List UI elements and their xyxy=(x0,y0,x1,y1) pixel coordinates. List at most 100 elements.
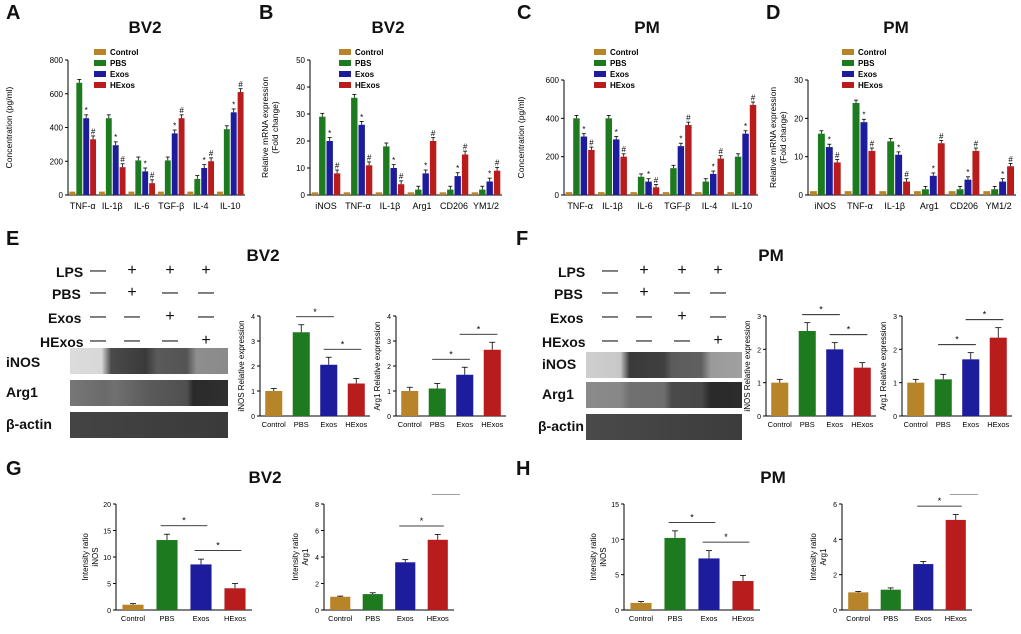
blot-f-row-exos: Exos xyxy=(550,310,584,326)
y-tick-label: 0 xyxy=(315,608,319,615)
panel-label-a: A xyxy=(6,2,21,24)
bar-exos xyxy=(962,359,980,416)
legend-swatch-control xyxy=(842,49,854,55)
y-tick-label: 15 xyxy=(103,529,111,536)
bar-pbs xyxy=(447,189,454,195)
y-tick-label: 50 xyxy=(296,56,305,65)
bar-pbs xyxy=(921,189,929,195)
legend-swatch-hexos xyxy=(94,82,106,88)
bar-control xyxy=(983,191,991,195)
bar-hexos xyxy=(483,349,501,416)
bar-pbs xyxy=(956,189,964,195)
significance-mark: # xyxy=(495,159,500,168)
blot-sign: + xyxy=(127,284,137,301)
bar-hexos xyxy=(945,519,966,610)
bar-pbs xyxy=(415,189,422,195)
y-axis-label: Intensity ratio xyxy=(81,533,90,581)
significance-star: * xyxy=(216,541,220,551)
y-axis-label: Intensity ratio xyxy=(809,533,818,581)
y-axis-label: iNOS xyxy=(599,547,608,566)
bar-hexos xyxy=(903,181,911,195)
legend-swatch-exos xyxy=(339,71,351,77)
legend-label-hexos: HExos xyxy=(110,81,135,90)
bar-pbs xyxy=(164,160,171,195)
bar-hexos xyxy=(119,167,126,195)
x-tick-label: Exos xyxy=(397,614,414,623)
blot-sign: — xyxy=(90,262,106,279)
x-tick-label: TGF-β xyxy=(158,201,184,211)
legend-swatch-control xyxy=(339,49,351,55)
legend-label-exos: Exos xyxy=(610,70,630,79)
panel-label-f: F xyxy=(516,228,529,250)
blot-sign: — xyxy=(636,308,652,325)
legend-swatch-pbs xyxy=(94,60,106,66)
bar-control xyxy=(844,191,852,195)
bar-control xyxy=(407,192,415,195)
x-tick-label: Arg1 xyxy=(920,201,939,211)
bar-control xyxy=(439,192,447,195)
x-tick-label: HExos xyxy=(732,614,754,623)
blot-sign: — xyxy=(162,332,178,349)
y-tick-label: 10 xyxy=(794,153,803,162)
blot-e-band-arg1 xyxy=(70,380,228,406)
bar-control xyxy=(695,192,702,195)
chart-b-bv2-mrna: 0 10 20 30 40 50 Relative mRNA expression (Fold… xyxy=(260,48,502,211)
significance-mark: * xyxy=(828,136,831,145)
bar-control xyxy=(662,192,670,195)
bar-pbs xyxy=(817,133,825,195)
blot-f-label-arg1: Arg1 xyxy=(542,386,574,402)
blot-sign: + xyxy=(677,262,687,279)
blot-sign: + xyxy=(713,332,723,349)
blot-sign: — xyxy=(602,284,618,301)
bar-pbs xyxy=(135,160,142,195)
significance-mark: # xyxy=(367,153,372,162)
legend-label-control: Control xyxy=(110,48,138,57)
blot-e-row-hexos: HExos xyxy=(40,334,84,350)
bar-exos xyxy=(999,181,1007,195)
blot-sign: + xyxy=(713,262,723,279)
y-tick-label: 1 xyxy=(893,381,897,388)
y-tick-label: 30 xyxy=(794,76,803,85)
x-tick-label: Exos xyxy=(915,614,932,623)
x-tick-label: Arg1 xyxy=(412,201,431,211)
y-tick-label: 0 xyxy=(615,608,619,615)
panel-label-e: E xyxy=(6,228,20,250)
bar-control xyxy=(809,191,817,195)
bar-hexos xyxy=(427,539,448,610)
bar-control xyxy=(948,191,956,195)
y-tick-label: 4 xyxy=(315,555,319,562)
y-tick-label: 1 xyxy=(251,389,255,396)
y-tick-label: 0 xyxy=(799,191,804,200)
blot-sign: — xyxy=(90,308,106,325)
x-tick-label: Exos xyxy=(193,614,210,623)
bar-exos xyxy=(613,139,620,195)
x-tick-label: PBS xyxy=(365,614,380,623)
y-tick-label: 1 xyxy=(387,389,391,396)
significance-star: * xyxy=(420,516,424,526)
significance-mark: # xyxy=(589,139,594,148)
significance-mark: * xyxy=(615,128,618,137)
x-tick-label: HExos xyxy=(945,614,967,623)
bar-exos xyxy=(112,145,119,195)
bar-control xyxy=(630,192,637,195)
bar-control xyxy=(343,192,351,195)
bar-control xyxy=(913,191,921,195)
bar-exos xyxy=(698,558,720,610)
significance-mark: * xyxy=(647,170,650,179)
bar-hexos xyxy=(237,92,244,195)
significance-mark: * xyxy=(85,106,88,115)
y-tick-label: 0 xyxy=(59,191,64,200)
significance-mark: # xyxy=(179,106,184,115)
legend-swatch-exos xyxy=(94,71,106,77)
bar-hexos xyxy=(1007,166,1015,195)
x-tick-label: Control xyxy=(629,614,654,623)
x-tick-label: HExos xyxy=(427,614,449,623)
significance-star: * xyxy=(341,339,345,349)
x-tick-label: Control xyxy=(846,614,871,623)
bar-control xyxy=(471,192,479,195)
title-a: BV2 xyxy=(128,18,162,37)
bar-exos xyxy=(456,374,474,416)
significance-mark: # xyxy=(238,80,243,89)
blot-e-label-inos: iNOS xyxy=(6,354,41,370)
y-tick-label: 8 xyxy=(315,502,319,509)
